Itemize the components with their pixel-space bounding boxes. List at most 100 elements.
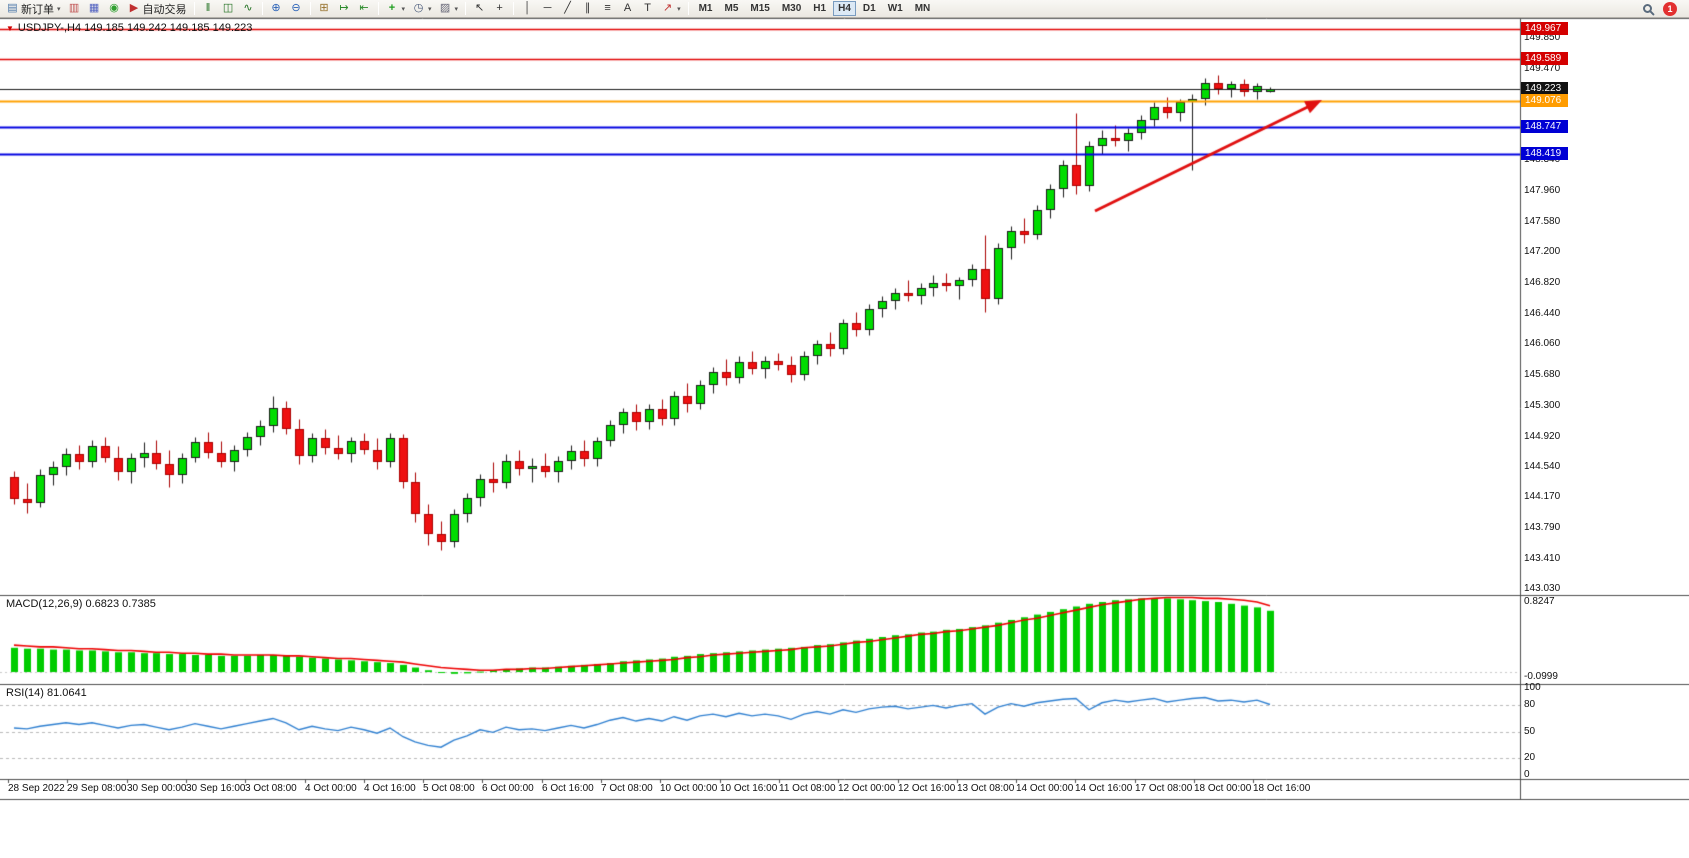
price-tick-label: 143.790 <box>1524 521 1561 533</box>
templates-button[interactable]: ▨ ▾ <box>436 1 462 17</box>
time-axis-label: 4 Oct 00:00 <box>305 783 357 794</box>
price-tick-label: 144.540 <box>1524 461 1561 473</box>
symbol-info-text: USDJPY-,H4 149.185 149.242 149.185 149.2… <box>17 22 253 34</box>
time-axis-label: 10 Oct 00:00 <box>660 783 718 794</box>
crosshair-icon: + <box>496 2 503 14</box>
chevron-down-icon: ▾ <box>401 5 406 13</box>
navigator-icon: ◉ <box>109 2 119 14</box>
candlestick-chart-button[interactable]: ◫ <box>219 1 238 17</box>
time-axis-label: 13 Oct 08:00 <box>957 783 1015 794</box>
cursor-button[interactable]: ↖ <box>470 1 489 17</box>
toolbar-separator <box>193 2 195 15</box>
auto-scroll-icon: ↦ <box>339 2 349 14</box>
text-label-button[interactable]: T <box>638 1 657 17</box>
time-axis-label: 30 Sep 16:00 <box>186 783 246 794</box>
line-chart-button[interactable]: ∿ <box>239 1 258 17</box>
price-level-badge: 149.223 <box>1521 81 1568 95</box>
indicators-icon: + <box>388 2 396 14</box>
time-axis-label: 29 Sep 08:00 <box>67 783 127 794</box>
time-axis-label: 6 Oct 00:00 <box>482 783 534 794</box>
macd-scale-max: 0.8247 <box>1524 596 1555 607</box>
new-chart-button[interactable]: ▥ <box>65 1 84 17</box>
price-tick-label: 149.850 <box>1524 32 1561 44</box>
horizontal-line-icon: ─ <box>543 2 552 14</box>
timeframe-button-m5[interactable]: M5 <box>724 3 739 14</box>
vertical-line-button[interactable]: │ <box>518 1 537 17</box>
new-order-button[interactable]: ▤ 新订单 ▾ <box>3 1 64 17</box>
toolbar-separator <box>377 2 379 15</box>
toolbar-separator <box>309 2 311 15</box>
new-order-icon: ▤ <box>7 2 18 14</box>
timeframe-button-mn[interactable]: MN <box>914 3 931 14</box>
price-tick-label: 147.960 <box>1524 184 1561 196</box>
toolbar-separator <box>261 2 263 15</box>
new-chart-icon: ▥ <box>68 2 80 14</box>
timeframe-button-h1[interactable]: H1 <box>813 3 827 14</box>
time-axis-label: 6 Oct 16:00 <box>542 783 594 794</box>
tile-windows-icon: ⊞ <box>319 2 329 14</box>
market-watch-icon: ▦ <box>88 2 100 14</box>
chevron-down-icon: ▾ <box>454 5 459 13</box>
search-icon[interactable] <box>1643 4 1652 13</box>
cursor-icon: ↖ <box>474 2 485 14</box>
timeframe-button-w1[interactable]: W1 <box>887 3 903 14</box>
zoom-out-icon: ⊖ <box>291 2 301 14</box>
tile-windows-button[interactable]: ⊞ <box>315 1 334 17</box>
navigator-button[interactable]: ◉ <box>105 1 124 17</box>
fibonacci-icon: ≡ <box>604 2 611 14</box>
text-button[interactable]: A <box>618 1 637 17</box>
bar-chart-icon: ‖ <box>205 2 211 14</box>
equidistant-channel-button[interactable]: ∥ <box>578 1 597 17</box>
horizontal-line-button[interactable]: ─ <box>538 1 557 17</box>
periods-button[interactable]: ◷ ▾ <box>409 1 435 17</box>
timeframe-button-d1[interactable]: D1 <box>862 3 876 14</box>
auto-scroll-button[interactable]: ↦ <box>335 1 354 17</box>
time-axis-label: 12 Oct 00:00 <box>838 783 896 794</box>
toolbar-separator <box>687 2 689 15</box>
periods-icon: ◷ <box>413 2 424 14</box>
timeframe-button-m1[interactable]: M1 <box>698 3 713 14</box>
market-watch-button[interactable]: ▦ <box>85 1 104 17</box>
text-icon: A <box>623 2 632 14</box>
toolbar-right: 1 <box>1643 1 1686 16</box>
time-axis-label: 3 Oct 08:00 <box>245 783 297 794</box>
price-level-badge: 148.747 <box>1521 120 1568 134</box>
indicators-button[interactable]: + ▾ <box>383 1 409 17</box>
price-tick-label: 143.030 <box>1524 583 1561 595</box>
chevron-down-icon: ▾ <box>677 5 681 13</box>
arrows-button[interactable]: ↗ ▾ <box>658 1 684 17</box>
chart-shift-button[interactable]: ⇤ <box>355 1 374 17</box>
trendline-button[interactable]: ╱ <box>558 1 577 17</box>
price-tick-label: 147.580 <box>1524 215 1561 227</box>
timeframe-button-m15[interactable]: M15 <box>750 3 770 14</box>
time-axis-label: 7 Oct 08:00 <box>601 783 653 794</box>
new-order-button-label: 新订单 <box>21 3 54 16</box>
rsi-level-label: 0 <box>1524 769 1530 780</box>
macd-scale-min: -0.0999 <box>1524 671 1558 682</box>
rsi-indicator-label: RSI(14) 81.0641 <box>6 687 87 699</box>
notification-badge[interactable]: 1 <box>1663 1 1677 16</box>
auto-trading-button-label: 自动交易 <box>142 3 187 16</box>
timeframe-button-h4[interactable]: H4 <box>833 1 856 16</box>
bar-chart-button[interactable]: ‖ <box>199 1 218 17</box>
zoom-in-button[interactable]: ⊕ <box>267 1 286 17</box>
toolbar: ▤ 新订单 ▾ ▥ ▦ ◉ ▶ 自动交易 ‖ ◫ ∿ ⊕ ⊖ ⊞ ↦ ⇤ + ▾ ◷ ▾ ▨ ▾ ↖ + │ ─ ╱ ∥ ≡ A T ↗ ▾ M… <box>0 0 1689 18</box>
price-tick-label: 144.170 <box>1524 491 1561 503</box>
auto-trading-button[interactable]: ▶ 自动交易 <box>125 1 190 17</box>
crosshair-button[interactable]: + <box>490 1 509 17</box>
zoom-in-icon: ⊕ <box>271 2 281 14</box>
price-level-badge: 149.967 <box>1521 21 1568 35</box>
fibonacci-button[interactable]: ≡ <box>598 1 617 17</box>
macd-indicator-label: MACD(12,26,9) 0.6823 0.7385 <box>6 598 156 610</box>
price-tick-label: 147.200 <box>1524 246 1561 258</box>
toolbar-separator <box>465 2 467 15</box>
candlestick-icon: ◫ <box>222 2 234 14</box>
arrows-icon: ↗ <box>662 2 673 14</box>
auto-trading-icon: ▶ <box>129 2 139 14</box>
one-click-trading-toggle-icon[interactable]: ▼ <box>6 23 14 33</box>
timeframe-button-m30[interactable]: M30 <box>781 3 802 14</box>
time-axis-label: 18 Oct 00:00 <box>1194 783 1252 794</box>
zoom-out-button[interactable]: ⊖ <box>287 1 306 17</box>
